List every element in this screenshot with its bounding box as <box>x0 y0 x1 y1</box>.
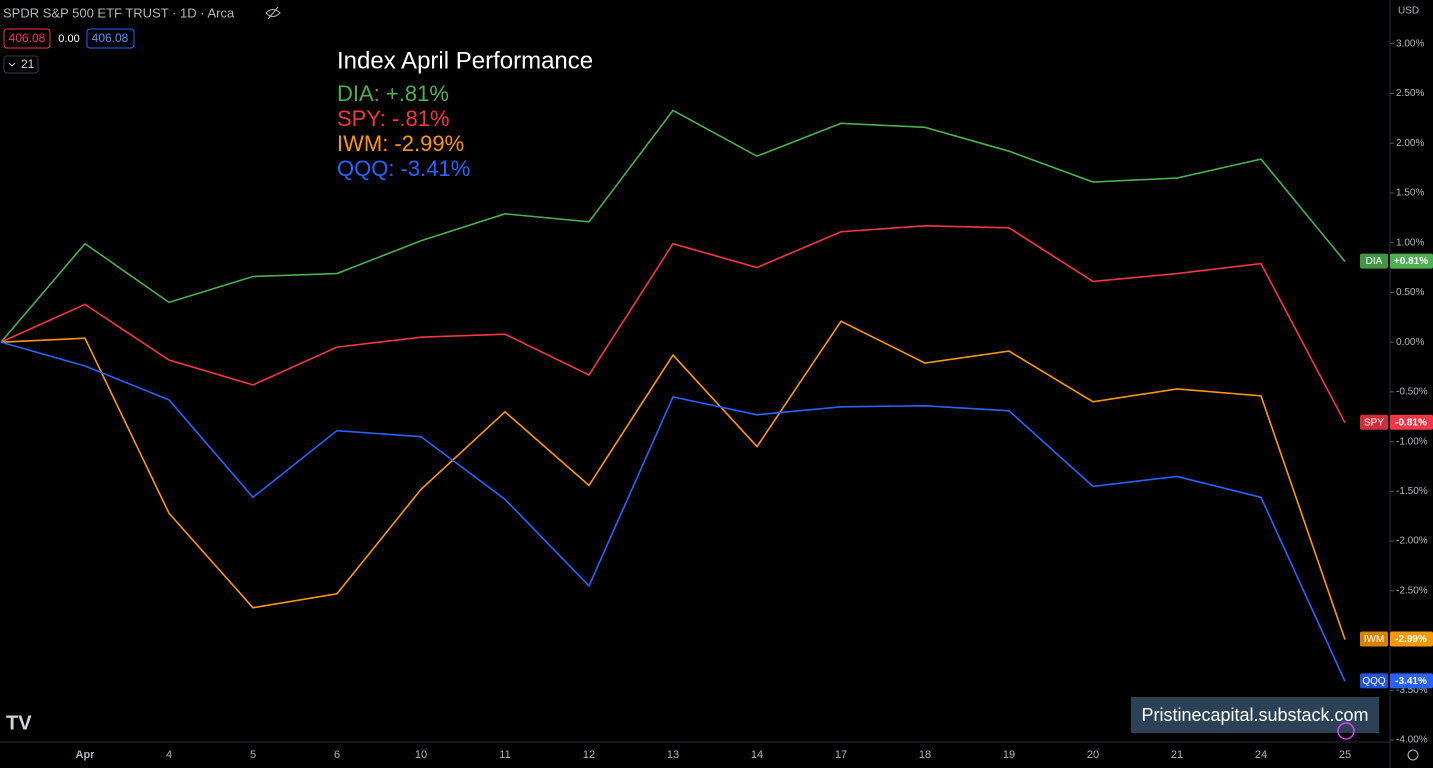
watermark-box <box>1131 697 1379 733</box>
bid-box[interactable] <box>3 28 51 49</box>
currency[interactable]: USD <box>1398 6 1419 17</box>
x-tick-label: 11 <box>499 749 510 761</box>
alert-icon[interactable] <box>1337 722 1355 740</box>
y-tick-label: 2.00% <box>1396 138 1424 149</box>
ask: 406.08 <box>92 31 129 45</box>
chart-title: Index April Performance <box>337 47 593 74</box>
logo: TV <box>6 712 32 734</box>
tag-name-box <box>1360 631 1388 647</box>
y-tick-label: 3.00% <box>1396 38 1424 49</box>
series-line <box>0 341 1346 682</box>
tag-value: -3.41% <box>1395 676 1427 687</box>
x-tick-label: 19 <box>1003 749 1015 761</box>
x-tick-label: 10 <box>415 749 427 761</box>
y-tick-label: -0.50% <box>1396 387 1428 398</box>
bid: 406.08 <box>9 31 46 45</box>
y-tick-label: -2.00% <box>1396 536 1428 547</box>
x-tick-label: 20 <box>1087 749 1099 761</box>
y-tick-label: 0.00% <box>1396 337 1424 348</box>
tag-name-box <box>1360 673 1388 689</box>
tag-name-box <box>1360 253 1388 269</box>
symbol-info: SPDR S&P 500 ETF TRUST · 1D · Arca <box>3 5 235 20</box>
indicator-toggle[interactable] <box>3 55 39 74</box>
watermark: Pristinecapital.substack.com <box>1141 705 1368 725</box>
y-tick-label: 0.50% <box>1396 287 1424 298</box>
series-line <box>0 320 1346 640</box>
x-tick-label: 13 <box>667 749 679 761</box>
x-tick-label: 6 <box>334 749 340 761</box>
tag-value-box <box>1390 414 1433 430</box>
ask-box[interactable] <box>86 28 135 49</box>
y-tick-label: -4.00% <box>1396 735 1428 746</box>
y-tick-label: 1.50% <box>1396 188 1424 199</box>
y-tick-label: -2.50% <box>1396 585 1428 596</box>
tag-name: QQQ <box>1362 676 1386 687</box>
y-tick-label: -1.50% <box>1396 486 1428 497</box>
spread: 0.00 <box>58 33 79 45</box>
x-tick-label: 24 <box>1255 749 1267 761</box>
y-tick-label: 1.00% <box>1396 237 1424 248</box>
tag-name: SPY <box>1364 417 1384 428</box>
chevron <box>8 62 16 67</box>
x-tick-label: 25 <box>1339 749 1351 761</box>
tag-value-box <box>1390 253 1433 269</box>
annotation: DIA: +.81% <box>337 81 449 106</box>
x-tick-label: 18 <box>919 749 931 761</box>
tag-value-box <box>1390 631 1433 647</box>
series-line <box>0 109 1346 343</box>
interval-count: 21 <box>21 57 35 71</box>
annotation: SPY: -.81% <box>337 106 450 131</box>
x-tick-label: 5 <box>250 749 256 761</box>
annotation: IWM: -2.99% <box>337 131 464 156</box>
tag-value-box <box>1390 673 1433 689</box>
tag-name: DIA <box>1366 256 1383 267</box>
y-tick-label: -1.00% <box>1396 436 1428 447</box>
x-tick-label: 17 <box>835 749 847 761</box>
x-tick-label: 12 <box>583 749 595 761</box>
settings-icon[interactable] <box>1407 749 1419 761</box>
y-tick-label: 2.50% <box>1396 88 1424 99</box>
visibility-icon[interactable] <box>265 6 281 20</box>
y-tick-label: -3.50% <box>1396 685 1428 696</box>
series-line <box>0 224 1346 424</box>
tag-value: +0.81% <box>1394 256 1428 267</box>
x-tick-label: 21 <box>1171 749 1183 761</box>
x-tick-label: 4 <box>166 749 172 761</box>
tag-value: -0.81% <box>1395 417 1427 428</box>
annotation: QQQ: -3.41% <box>337 156 470 181</box>
tag-name-box <box>1360 414 1388 430</box>
tag-value: -2.99% <box>1395 634 1427 645</box>
tag-name: IWM <box>1364 634 1385 645</box>
x-tick-label: Apr <box>76 749 96 761</box>
x-tick-label: 14 <box>751 749 763 761</box>
